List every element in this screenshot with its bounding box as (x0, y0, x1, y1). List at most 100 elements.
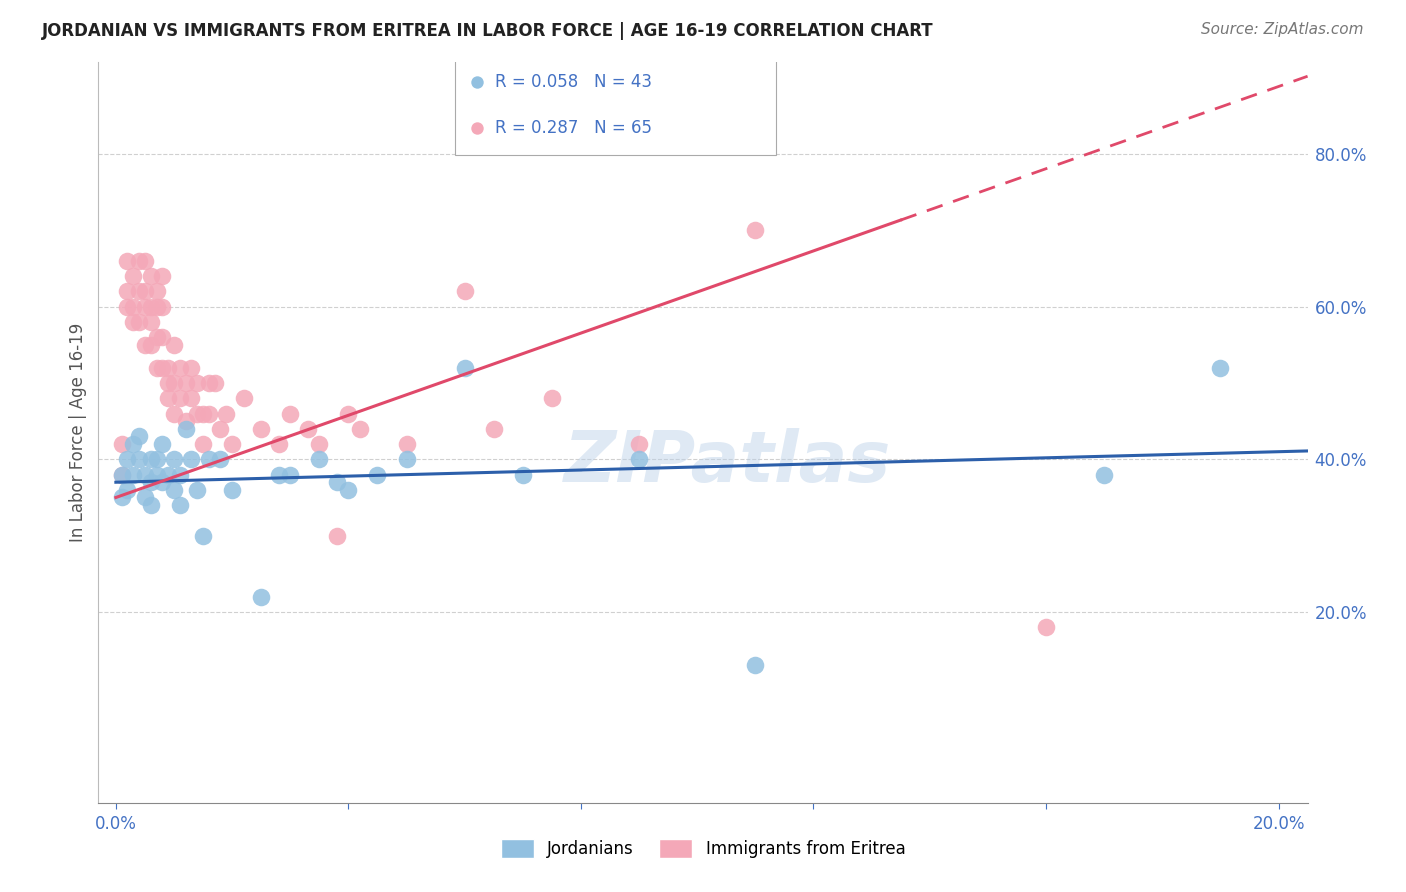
Point (267, 467, 290, 482)
Point (145, 330, 167, 344)
Point (111, 437, 134, 451)
Point (111, 467, 134, 482)
Point (169, 498, 191, 512)
Point (169, 467, 191, 482)
Point (128, 285, 150, 299)
Point (1035, 620, 1057, 634)
Point (117, 483, 139, 497)
Point (628, 452, 651, 467)
Point (128, 253, 150, 268)
Point (174, 376, 197, 390)
Point (145, 452, 167, 467)
Point (628, 437, 651, 451)
Point (186, 376, 208, 390)
Point (204, 376, 226, 390)
Point (198, 452, 221, 467)
Point (163, 452, 186, 467)
Text: R = 0.287   N = 65: R = 0.287 N = 65 (495, 119, 652, 137)
Point (139, 475, 162, 490)
Point (512, 467, 534, 482)
Point (117, 300, 139, 314)
Point (128, 452, 150, 467)
Text: Source: ZipAtlas.com: Source: ZipAtlas.com (1201, 22, 1364, 37)
Point (145, 360, 167, 375)
Point (278, 407, 301, 421)
Text: JORDANIAN VS IMMIGRANTS FROM ERITREA IN LABOR FORCE | AGE 16-19 CORRELATION CHAR: JORDANIAN VS IMMIGRANTS FROM ERITREA IN … (42, 22, 934, 40)
Point (482, 422, 505, 436)
Point (326, 475, 349, 490)
Point (180, 391, 202, 405)
Point (744, 223, 766, 237)
Point (150, 269, 173, 284)
Point (191, 407, 214, 421)
Point (139, 452, 162, 467)
Point (145, 285, 167, 299)
Point (308, 437, 330, 451)
Point (134, 491, 156, 505)
Point (122, 467, 145, 482)
Point (198, 407, 221, 421)
Point (174, 422, 197, 436)
Point (134, 285, 156, 299)
Point (453, 285, 475, 299)
Point (267, 437, 290, 451)
Point (128, 429, 150, 443)
Point (157, 467, 180, 482)
Point (186, 483, 208, 497)
Point (139, 269, 162, 284)
Point (191, 437, 214, 451)
Point (308, 452, 330, 467)
Point (337, 407, 360, 421)
Point (297, 422, 319, 436)
Point (540, 391, 562, 405)
Point (366, 467, 388, 482)
Point (191, 529, 214, 543)
Y-axis label: In Labor Force | Age 16-19: In Labor Force | Age 16-19 (69, 323, 87, 542)
Point (395, 437, 418, 451)
Point (150, 475, 173, 490)
Point (150, 300, 173, 314)
Point (349, 422, 371, 436)
Point (169, 360, 191, 375)
Point (145, 467, 167, 482)
Point (232, 391, 254, 405)
Point (395, 452, 418, 467)
Legend: Jordanians, Immigrants from Eritrea: Jordanians, Immigrants from Eritrea (494, 832, 912, 865)
Point (326, 529, 349, 543)
Point (122, 315, 145, 329)
Point (150, 437, 173, 451)
Point (134, 300, 156, 314)
Point (139, 338, 162, 352)
Point (250, 590, 273, 604)
Point (215, 407, 238, 421)
Point (163, 338, 186, 352)
Point (157, 360, 180, 375)
Point (139, 300, 162, 314)
Point (111, 491, 134, 505)
Point (145, 300, 167, 314)
Point (139, 315, 162, 329)
Point (117, 253, 139, 268)
Point (1209, 360, 1232, 375)
Point (157, 391, 180, 405)
Point (134, 467, 156, 482)
Point (250, 422, 273, 436)
Point (150, 330, 173, 344)
Point (221, 483, 243, 497)
Point (122, 269, 145, 284)
Point (134, 253, 156, 268)
Text: ZIPatlas: ZIPatlas (564, 428, 891, 497)
Point (174, 414, 197, 428)
Text: R = 0.058   N = 43: R = 0.058 N = 43 (495, 73, 652, 91)
Point (186, 407, 208, 421)
Point (209, 452, 232, 467)
Point (453, 360, 475, 375)
Point (122, 437, 145, 451)
FancyBboxPatch shape (456, 55, 776, 155)
Point (134, 338, 156, 352)
Point (744, 658, 766, 673)
Point (180, 452, 202, 467)
Point (163, 483, 186, 497)
Point (117, 285, 139, 299)
Point (180, 360, 202, 375)
